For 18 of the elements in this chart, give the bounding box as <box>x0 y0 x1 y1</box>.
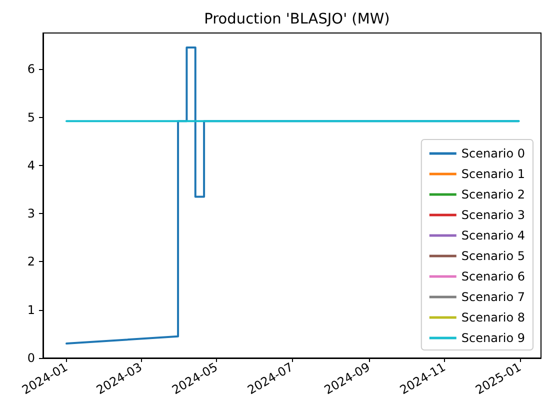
y-tick-label: 5 <box>27 110 35 124</box>
legend-label: Scenario 4 <box>461 228 526 242</box>
y-tick-label: 6 <box>27 62 35 76</box>
y-tick-label: 3 <box>27 206 35 221</box>
y-tick-label: 0 <box>27 351 35 365</box>
legend-label: Scenario 6 <box>461 270 526 284</box>
y-tick-label: 2 <box>27 254 35 269</box>
legend-label: Scenario 1 <box>461 167 526 181</box>
chart-title: Production 'BLASJO' (MW) <box>204 12 390 28</box>
legend-label: Scenario 9 <box>461 331 526 345</box>
legend-label: Scenario 0 <box>461 146 526 160</box>
y-tick-label: 1 <box>27 302 35 317</box>
legend-label: Scenario 2 <box>461 188 526 202</box>
legend-label: Scenario 3 <box>461 208 526 222</box>
legend-label: Scenario 5 <box>461 249 526 263</box>
y-tick-label: 4 <box>27 158 35 172</box>
legend-label: Scenario 8 <box>461 310 526 324</box>
legend-label: Scenario 7 <box>461 290 526 304</box>
